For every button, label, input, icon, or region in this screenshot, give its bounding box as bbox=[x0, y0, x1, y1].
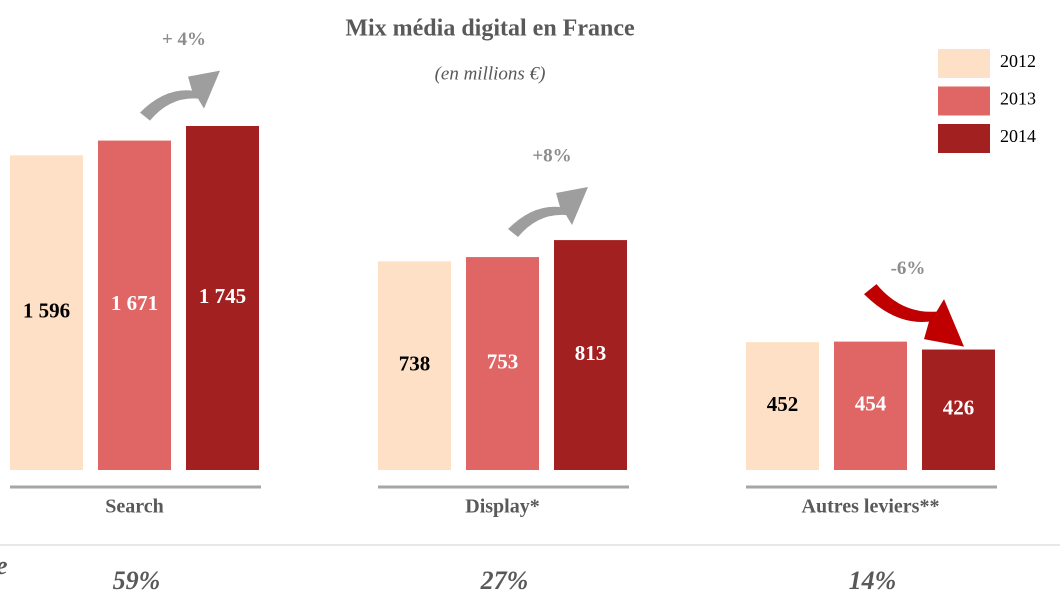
bar bbox=[10, 155, 83, 471]
chart-title: Mix média digital en France bbox=[345, 16, 635, 42]
value-label: 813 bbox=[575, 341, 607, 365]
legend-swatch bbox=[938, 49, 990, 78]
bar bbox=[746, 342, 819, 470]
share-label: 27% bbox=[480, 566, 529, 595]
value-label: 426 bbox=[943, 396, 975, 420]
bar bbox=[378, 261, 451, 470]
share-label: 59% bbox=[113, 566, 161, 595]
value-label: 1 596 bbox=[23, 298, 70, 322]
legend-swatch bbox=[938, 124, 990, 153]
left-note: e bbox=[0, 551, 8, 580]
x-tick-label: Display* bbox=[465, 496, 539, 518]
x-tick-label: Search bbox=[105, 496, 164, 518]
bar bbox=[98, 140, 171, 470]
chart-subtitle: (en millions €) bbox=[435, 63, 546, 84]
bar bbox=[186, 125, 259, 470]
legend-label: 2014 bbox=[1000, 126, 1036, 146]
trend-arrow bbox=[140, 70, 220, 121]
legend-label: 2012 bbox=[1000, 51, 1036, 71]
trend-annotation: -6% bbox=[891, 258, 926, 279]
value-label: 738 bbox=[399, 351, 431, 375]
bar bbox=[554, 240, 627, 470]
value-label: 454 bbox=[855, 392, 887, 416]
value-label: 452 bbox=[767, 392, 799, 416]
trend-arrow bbox=[864, 284, 964, 347]
value-label: 1 745 bbox=[199, 284, 246, 308]
legend-label: 2013 bbox=[1000, 89, 1036, 109]
bar bbox=[922, 349, 995, 470]
bar bbox=[834, 341, 907, 470]
trend-arrow bbox=[508, 187, 588, 238]
trend-annotation: +8% bbox=[532, 145, 571, 166]
value-label: 753 bbox=[487, 349, 519, 373]
x-tick-label: Autres leviers** bbox=[802, 496, 940, 518]
share-label: 14% bbox=[849, 566, 897, 595]
trend-annotation: + 4% bbox=[162, 29, 206, 50]
bar bbox=[466, 257, 539, 470]
legend-swatch bbox=[938, 86, 990, 116]
value-label: 1 671 bbox=[111, 291, 158, 315]
